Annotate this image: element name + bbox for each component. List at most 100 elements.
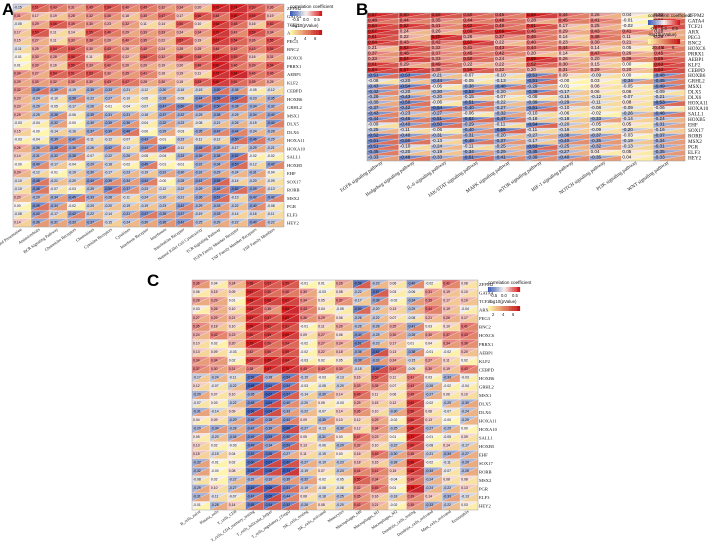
legend-p-swatch bbox=[491, 306, 493, 311]
gene-label: HOXB5 bbox=[287, 163, 303, 168]
heatmap-cell-label: -0.21 bbox=[432, 72, 443, 77]
heatmap-cell-label: 0.59 bbox=[249, 14, 256, 18]
heatmap-cell-label: 0.50 bbox=[463, 56, 472, 61]
heatmap-cell-label: -0.29 bbox=[193, 427, 201, 431]
heatmap-cell-label: -0.30 bbox=[140, 220, 148, 224]
heatmap-cell-label: 0.39 bbox=[408, 495, 415, 499]
heatmap-cell-label: 0.06 bbox=[390, 392, 397, 396]
heatmap-cell-label: -0.01 bbox=[559, 83, 570, 88]
heatmap-cell-label: -0.48 bbox=[32, 187, 40, 191]
heatmap-cell-label: -0.02 bbox=[425, 401, 433, 405]
heatmap-cell-label: -0.20 bbox=[211, 435, 219, 439]
heatmap-cell-label: -0.37 bbox=[86, 220, 94, 224]
heatmap-cell-label: 0.21 bbox=[372, 503, 379, 507]
gene-label: HOXB6 bbox=[287, 97, 303, 102]
heatmap-cell-label: 0.03 bbox=[390, 290, 397, 294]
heatmap-cell-label: 0.22 bbox=[495, 39, 504, 44]
heatmap-cell-label: 0.15 bbox=[372, 401, 379, 405]
heatmap-cell-label: -0.37 bbox=[86, 129, 94, 133]
heatmap-cell-label: -0.11 bbox=[443, 461, 451, 465]
heatmap-cell-label: 0.15 bbox=[14, 39, 21, 43]
heatmap-cell-label: 0.43 bbox=[104, 47, 111, 51]
legend-p-swatch bbox=[502, 306, 505, 311]
heatmap-cell-label: -0.36 bbox=[122, 121, 130, 125]
heatmap-cell-label: -0.52 bbox=[463, 116, 474, 121]
heatmap-cell-label: -0.63 bbox=[247, 486, 255, 490]
heatmap-cell-label: -0.01 bbox=[211, 461, 219, 465]
heatmap-cell-label: 0.35 bbox=[140, 14, 147, 18]
heatmap-cell-label: 0.16 bbox=[249, 22, 256, 26]
heatmap-cell-label: -0.03 bbox=[14, 138, 22, 142]
heatmap-cell-label: -0.29 bbox=[213, 220, 221, 224]
heatmap-cell-label: -0.48 bbox=[400, 155, 411, 160]
heatmap-cell-label: -0.39 bbox=[249, 187, 257, 191]
heatmap-cell-label: -0.05 bbox=[50, 105, 58, 109]
legend-corr-swatch bbox=[670, 20, 673, 25]
gene-label: AEBP1 bbox=[479, 350, 494, 355]
heatmap-cell-label: 0.16 bbox=[354, 375, 361, 379]
heatmap-cell-label: 0.31 bbox=[267, 55, 274, 59]
heatmap-cell-label: -0.18 bbox=[527, 116, 538, 121]
heatmap-cell-label: -0.23 bbox=[372, 282, 380, 286]
heatmap-cell-label: 0.17 bbox=[177, 14, 184, 18]
heatmap-cell-label: 0.26 bbox=[211, 307, 218, 311]
legend-p-tick: 2 bbox=[294, 36, 297, 41]
heatmap-cell-label: -0.38 bbox=[213, 154, 221, 158]
heatmap-cell-label: 0.25 bbox=[267, 80, 274, 84]
heatmap-cell-label: 0.67 bbox=[265, 367, 272, 371]
heatmap-a: -0.15 0.51 0.43 0.31 0.45 0.54 0.40 0.45 0.32 0.3… bbox=[0, 3, 334, 266]
heatmap-cell-label: -0.18 bbox=[559, 116, 570, 121]
heatmap-cell-label: -0.00 bbox=[159, 179, 167, 183]
heatmap-cell-label: 0.47 bbox=[159, 14, 166, 18]
heatmap-cell-label: 0.41 bbox=[140, 72, 147, 76]
heatmap-cell-label: -0.25 bbox=[408, 307, 416, 311]
heatmap-cell-label: -0.48 bbox=[32, 179, 40, 183]
heatmap-cell-label: -0.44 bbox=[195, 96, 203, 100]
heatmap-cell-label: -0.23 bbox=[372, 341, 380, 345]
heatmap-cell-label: -0.02 bbox=[390, 418, 398, 422]
heatmap-cell-label: 0.02 bbox=[318, 358, 325, 362]
heatmap-cell-label: 0.39 bbox=[432, 67, 441, 72]
heatmap-cell-label: -0.30 bbox=[86, 171, 94, 175]
heatmap-cell-label: -0.30 bbox=[461, 401, 469, 405]
heatmap-cell-label: -0.33 bbox=[282, 409, 290, 413]
heatmap-cell-label: 0.15 bbox=[591, 61, 600, 66]
heatmap-cell-label: 0.31 bbox=[68, 6, 75, 10]
heatmap-cell-label: 0.28 bbox=[68, 14, 75, 18]
heatmap-cell-label: -0.29 bbox=[195, 204, 203, 208]
heatmap-cell-label: 0.10 bbox=[443, 324, 450, 328]
heatmap-cell-label: 0.30 bbox=[425, 367, 432, 371]
legend-corr-swatch bbox=[491, 287, 493, 292]
heatmap-cell-label: -0.03 bbox=[622, 133, 633, 138]
gene-label: HOXA11 bbox=[479, 418, 497, 423]
heatmap-cell-label: -0.39 bbox=[527, 100, 538, 105]
heatmap-cell-label: 0.54 bbox=[267, 47, 274, 51]
heatmap-cell-label: 0.34 bbox=[14, 72, 21, 76]
heatmap-cell-label: 0.06 bbox=[336, 333, 343, 337]
heatmap-cell-label: 0.21 bbox=[425, 316, 432, 320]
heatmap-cell-label: -0.33 bbox=[432, 155, 443, 160]
heatmap-cell-label: 0.07 bbox=[390, 316, 397, 320]
legend-p-swatch bbox=[499, 306, 501, 311]
heatmap-cell-label: 0.42 bbox=[211, 333, 218, 337]
heatmap-cell-label: -0.02 bbox=[300, 341, 308, 345]
heatmap-cell-label: -0.36 bbox=[68, 146, 76, 150]
heatmap-cell-label: -0.16 bbox=[559, 127, 570, 132]
heatmap-cell-label: -0.03 bbox=[14, 121, 22, 125]
heatmap-cell-label: 0.58 bbox=[654, 17, 663, 22]
heatmap-cell-label: 0.35 bbox=[354, 495, 361, 499]
heatmap-cell-label: 0.55 bbox=[354, 478, 361, 482]
heatmap-cell-label: 0.26 bbox=[463, 34, 472, 39]
heatmap-cell-label: -0.03 bbox=[318, 375, 326, 379]
legend-p-swatch bbox=[304, 30, 307, 35]
heatmap-cell-label: -0.31 bbox=[50, 220, 58, 224]
heatmap-cell-label: 0.64 bbox=[368, 23, 377, 28]
heatmap-cell-label: -0.50 bbox=[282, 435, 290, 439]
heatmap-cell-label: 0.08 bbox=[229, 469, 236, 473]
heatmap-cell-label: 0.41 bbox=[591, 17, 600, 22]
legend-corr-swatch bbox=[312, 11, 315, 16]
heatmap-cell-label: -0.00 bbox=[140, 129, 148, 133]
heatmap-cell-label: -0.37 bbox=[591, 133, 602, 138]
heatmap-cell-label: -0.06 bbox=[463, 111, 474, 116]
